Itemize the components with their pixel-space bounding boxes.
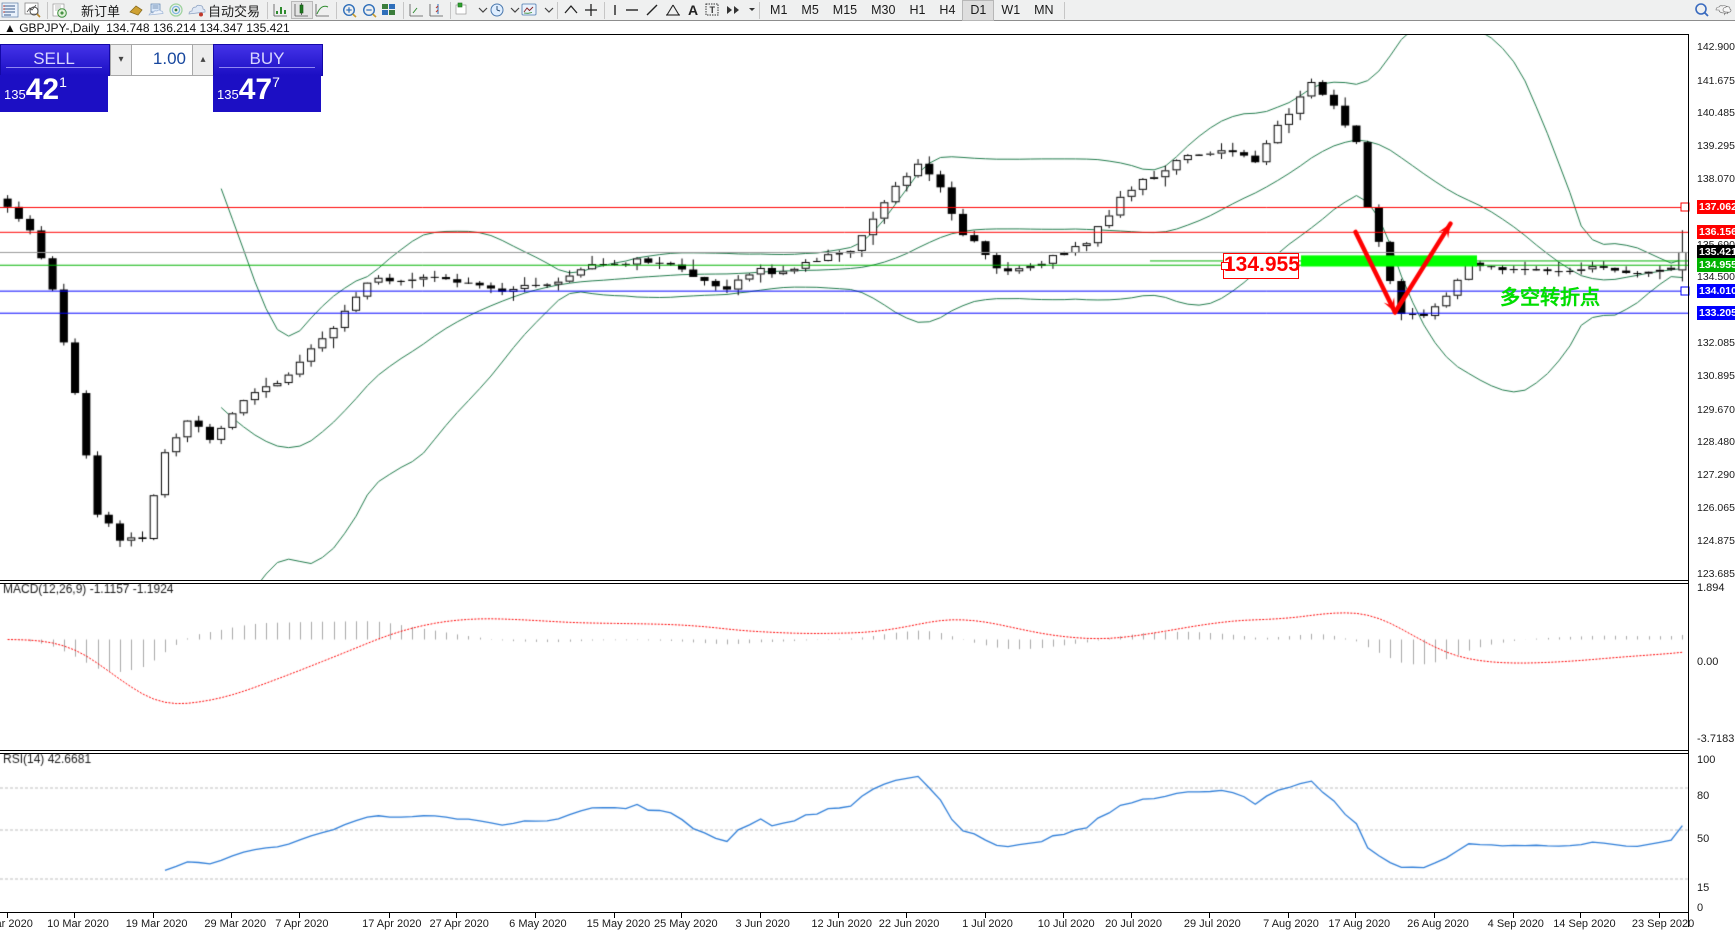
svg-text:T: T <box>710 5 716 15</box>
